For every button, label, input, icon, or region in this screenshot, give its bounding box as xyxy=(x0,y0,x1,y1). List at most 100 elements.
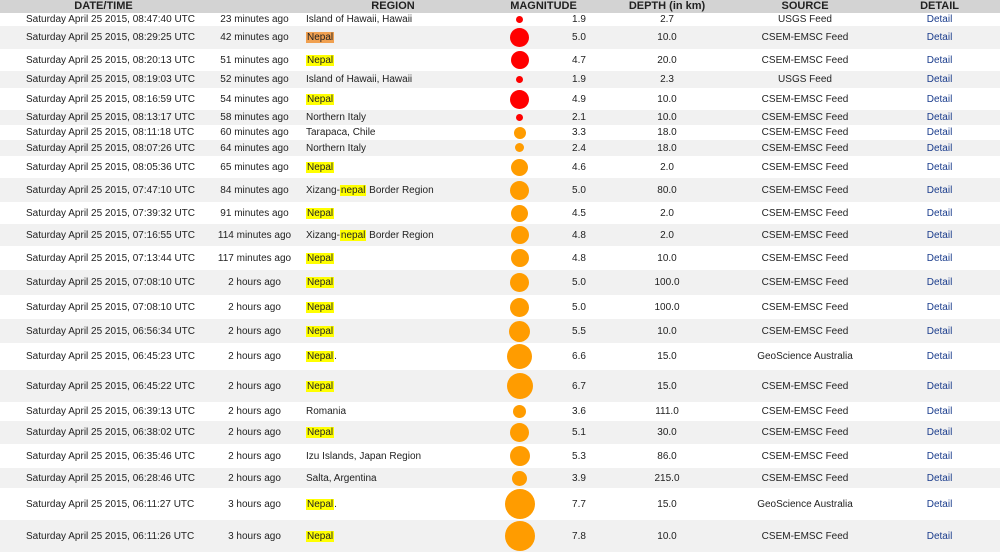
detail-cell: Detail xyxy=(879,71,1000,88)
ago-cell: 3 hours ago xyxy=(207,488,302,520)
magnitude-value: 2.1 xyxy=(555,110,604,125)
ago-cell: 2 hours ago xyxy=(207,468,302,488)
header-source[interactable]: SOURCE xyxy=(731,0,880,13)
region-highlight: Nepal xyxy=(306,54,335,66)
source-cell: CSEM-EMSC Feed xyxy=(731,156,880,178)
table-row: Saturday April 25 2015, 06:45:23 UTC 2 ho… xyxy=(0,343,1000,370)
detail-cell: Detail xyxy=(879,156,1000,178)
table-row: Saturday April 25 2015, 06:28:46 UTC 2 ho… xyxy=(0,468,1000,488)
magnitude-dot-cell xyxy=(484,246,555,270)
region-highlight: nepal xyxy=(339,184,367,196)
detail-link[interactable]: Detail xyxy=(926,207,953,219)
magnitude-dot-cell xyxy=(484,125,555,140)
magnitude-dot-cell xyxy=(484,140,555,156)
magnitude-dot xyxy=(516,15,523,23)
depth-cell: 2.0 xyxy=(603,202,732,224)
date-cell: Saturday April 25 2015, 08:07:26 UTC xyxy=(0,140,207,156)
date-cell: Saturday April 25 2015, 08:16:59 UTC xyxy=(0,88,207,110)
region-cell: Nepal xyxy=(302,295,484,319)
table-row: Saturday April 25 2015, 08:13:17 UTC 58 m… xyxy=(0,110,1000,125)
magnitude-dot-cell xyxy=(484,270,555,295)
detail-link[interactable]: Detail xyxy=(926,406,953,417)
region-text: Xizang- xyxy=(306,229,340,241)
ago-cell: 91 minutes ago xyxy=(207,202,302,224)
detail-link[interactable]: Detail xyxy=(926,252,953,264)
detail-link[interactable]: Detail xyxy=(926,142,953,154)
region-cell: Nepal xyxy=(302,520,484,552)
region-highlight: Nepal xyxy=(306,93,335,105)
header-depth[interactable]: DEPTH (in km) xyxy=(603,0,732,13)
magnitude-dot xyxy=(515,143,524,153)
magnitude-dot xyxy=(510,249,529,267)
magnitude-value: 1.9 xyxy=(555,13,604,26)
detail-link[interactable]: Detail xyxy=(926,161,953,173)
magnitude-dot xyxy=(509,320,530,342)
header-magnitude[interactable]: MAGNITUDE xyxy=(484,0,604,13)
detail-link[interactable]: Detail xyxy=(926,427,953,438)
header-region[interactable]: REGION xyxy=(302,0,484,13)
header-detail[interactable]: DETAIL xyxy=(879,0,1000,13)
detail-link[interactable]: Detail xyxy=(926,530,953,542)
table-row: Saturday April 25 2015, 07:13:44 UTC 117 … xyxy=(0,246,1000,270)
magnitude-dot xyxy=(510,89,529,109)
detail-link[interactable]: Detail xyxy=(926,380,953,392)
region-text: Salta, Argentina xyxy=(306,472,377,484)
detail-link[interactable]: Detail xyxy=(926,498,953,510)
detail-link[interactable]: Detail xyxy=(926,32,953,43)
date-cell: Saturday April 25 2015, 06:11:27 UTC xyxy=(0,488,207,520)
detail-cell: Detail xyxy=(879,202,1000,224)
region-text: Island of Hawaii, Hawaii xyxy=(306,74,413,85)
detail-link[interactable]: Detail xyxy=(926,450,953,462)
detail-cell: Detail xyxy=(879,26,1000,49)
source-cell: CSEM-EMSC Feed xyxy=(731,295,880,319)
region-highlight: Nepal xyxy=(306,301,335,313)
detail-link[interactable]: Detail xyxy=(926,325,953,337)
ago-cell: 42 minutes ago xyxy=(207,26,302,49)
depth-cell: 80.0 xyxy=(603,178,732,202)
magnitude-dot-cell xyxy=(484,178,555,202)
region-cell: Nepal xyxy=(302,156,484,178)
region-suffix: . xyxy=(334,351,337,362)
detail-cell: Detail xyxy=(879,488,1000,520)
ago-cell: 2 hours ago xyxy=(207,402,302,421)
magnitude-dot xyxy=(511,158,528,176)
date-cell: Saturday April 25 2015, 07:47:10 UTC xyxy=(0,178,207,202)
table-row: Saturday April 25 2015, 07:39:32 UTC 91 m… xyxy=(0,202,1000,224)
ago-cell: 23 minutes ago xyxy=(207,13,302,26)
detail-link[interactable]: Detail xyxy=(926,184,953,196)
detail-link[interactable]: Detail xyxy=(926,127,953,138)
table-header-row: DATE/TIME REGION MAGNITUDE DEPTH (in km)… xyxy=(0,0,1000,13)
magnitude-dot xyxy=(504,521,535,551)
detail-link[interactable]: Detail xyxy=(926,14,953,25)
source-cell: USGS Feed xyxy=(731,71,880,88)
detail-link[interactable]: Detail xyxy=(926,351,953,362)
magnitude-value: 3.9 xyxy=(555,468,604,488)
table-row: Saturday April 25 2015, 06:56:34 UTC 2 ho… xyxy=(0,319,1000,343)
source-cell: CSEM-EMSC Feed xyxy=(731,319,880,343)
depth-cell: 10.0 xyxy=(603,319,732,343)
region-highlight: Nepal xyxy=(306,530,335,542)
detail-link[interactable]: Detail xyxy=(926,54,953,66)
magnitude-dot-cell xyxy=(484,224,555,246)
region-cell: Nepal xyxy=(302,370,484,402)
source-cell: USGS Feed xyxy=(731,13,880,26)
detail-link[interactable]: Detail xyxy=(926,112,953,123)
detail-cell: Detail xyxy=(879,421,1000,444)
detail-link[interactable]: Detail xyxy=(926,277,953,288)
region-cell: Island of Hawaii, Hawaii xyxy=(302,13,484,26)
date-cell: Saturday April 25 2015, 06:45:23 UTC xyxy=(0,343,207,370)
magnitude-dot-cell xyxy=(484,13,555,26)
detail-link[interactable]: Detail xyxy=(926,74,953,85)
source-cell: CSEM-EMSC Feed xyxy=(731,246,880,270)
detail-link[interactable]: Detail xyxy=(926,229,953,241)
region-highlight: Nepal xyxy=(306,351,335,362)
date-cell: Saturday April 25 2015, 06:45:22 UTC xyxy=(0,370,207,402)
detail-cell: Detail xyxy=(879,88,1000,110)
detail-cell: Detail xyxy=(879,444,1000,468)
detail-link[interactable]: Detail xyxy=(926,472,953,484)
header-date[interactable]: DATE/TIME xyxy=(0,0,207,13)
magnitude-dot-cell xyxy=(484,26,555,49)
detail-link[interactable]: Detail xyxy=(926,93,953,105)
table-row: Saturday April 25 2015, 07:08:10 UTC 2 ho… xyxy=(0,295,1000,319)
detail-link[interactable]: Detail xyxy=(926,301,953,313)
